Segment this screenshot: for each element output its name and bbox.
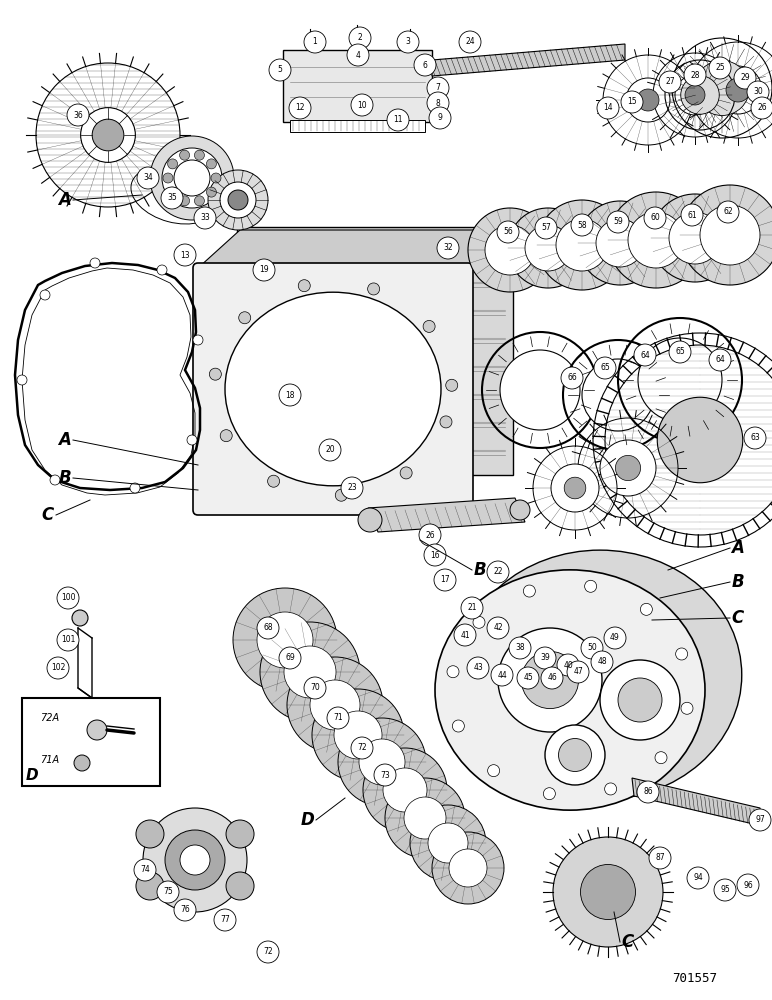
Text: 41: 41 <box>460 631 470 640</box>
Circle shape <box>427 92 449 114</box>
Circle shape <box>163 173 173 183</box>
Circle shape <box>561 367 583 389</box>
Circle shape <box>449 849 487 887</box>
Circle shape <box>136 872 164 900</box>
Text: 27: 27 <box>665 78 675 87</box>
Text: 40: 40 <box>563 660 573 670</box>
Circle shape <box>134 859 156 881</box>
FancyBboxPatch shape <box>283 50 432 122</box>
Circle shape <box>334 711 382 759</box>
Text: 95: 95 <box>720 886 730 894</box>
Text: D: D <box>25 768 39 784</box>
Circle shape <box>510 500 530 520</box>
Circle shape <box>208 170 268 230</box>
Text: 75: 75 <box>163 888 173 896</box>
Circle shape <box>269 59 291 81</box>
Circle shape <box>174 244 196 266</box>
Text: 7: 7 <box>435 84 441 93</box>
Circle shape <box>180 196 190 206</box>
Circle shape <box>359 739 405 785</box>
Text: C: C <box>622 933 634 951</box>
Circle shape <box>567 661 589 683</box>
Circle shape <box>655 752 667 764</box>
Circle shape <box>260 622 360 722</box>
Circle shape <box>239 312 251 324</box>
Circle shape <box>214 909 236 931</box>
Circle shape <box>684 64 706 86</box>
Circle shape <box>319 439 341 461</box>
Circle shape <box>304 31 326 53</box>
Ellipse shape <box>225 292 441 486</box>
Circle shape <box>405 39 415 49</box>
Polygon shape <box>368 498 525 532</box>
Text: 44: 44 <box>497 670 507 680</box>
Circle shape <box>709 349 731 371</box>
Text: C: C <box>732 609 744 627</box>
Circle shape <box>591 651 613 673</box>
Circle shape <box>500 350 580 430</box>
Circle shape <box>445 379 458 391</box>
Text: 26: 26 <box>425 530 435 540</box>
Circle shape <box>432 832 504 904</box>
Circle shape <box>424 544 446 566</box>
Circle shape <box>681 702 693 714</box>
Circle shape <box>534 647 556 669</box>
Circle shape <box>749 809 771 831</box>
Circle shape <box>437 237 459 259</box>
Text: 101: 101 <box>61 636 75 645</box>
Circle shape <box>517 667 539 689</box>
Circle shape <box>680 185 772 285</box>
Circle shape <box>168 187 178 197</box>
Text: 72A: 72A <box>40 713 59 723</box>
Circle shape <box>150 136 234 220</box>
Text: 96: 96 <box>743 880 753 890</box>
Text: 74: 74 <box>141 865 150 874</box>
Circle shape <box>284 646 336 698</box>
Text: 73: 73 <box>380 770 390 780</box>
Circle shape <box>74 755 90 771</box>
Text: 1: 1 <box>313 37 317 46</box>
Circle shape <box>657 397 743 483</box>
Circle shape <box>253 259 275 281</box>
Text: 47: 47 <box>573 668 583 676</box>
Circle shape <box>257 617 279 639</box>
Text: 38: 38 <box>515 644 525 652</box>
Text: 9: 9 <box>438 113 442 122</box>
Circle shape <box>358 508 382 532</box>
Circle shape <box>541 667 563 689</box>
Circle shape <box>162 148 222 208</box>
Text: 17: 17 <box>440 576 450 584</box>
Circle shape <box>310 680 360 730</box>
Text: 87: 87 <box>655 854 665 862</box>
Circle shape <box>367 283 380 295</box>
Circle shape <box>228 190 248 210</box>
Circle shape <box>434 569 456 591</box>
Circle shape <box>571 214 593 236</box>
Circle shape <box>400 467 412 479</box>
Circle shape <box>615 455 641 481</box>
Text: 3: 3 <box>405 37 411 46</box>
Circle shape <box>557 654 579 676</box>
Circle shape <box>157 265 167 275</box>
Circle shape <box>485 225 535 275</box>
Text: 58: 58 <box>577 221 587 230</box>
Text: 50: 50 <box>587 644 597 652</box>
Circle shape <box>523 585 535 597</box>
Text: 65: 65 <box>600 363 610 372</box>
Circle shape <box>335 489 347 501</box>
Circle shape <box>454 624 476 646</box>
Circle shape <box>410 805 486 881</box>
Circle shape <box>487 561 509 583</box>
Circle shape <box>226 872 254 900</box>
Circle shape <box>621 91 643 113</box>
Circle shape <box>626 78 670 122</box>
Circle shape <box>383 768 427 812</box>
Text: 63: 63 <box>750 434 760 442</box>
Text: 29: 29 <box>740 74 750 83</box>
Text: 43: 43 <box>473 664 482 672</box>
Circle shape <box>525 225 571 271</box>
Circle shape <box>130 483 140 493</box>
Text: 72: 72 <box>263 948 273 956</box>
Text: 34: 34 <box>143 174 153 182</box>
